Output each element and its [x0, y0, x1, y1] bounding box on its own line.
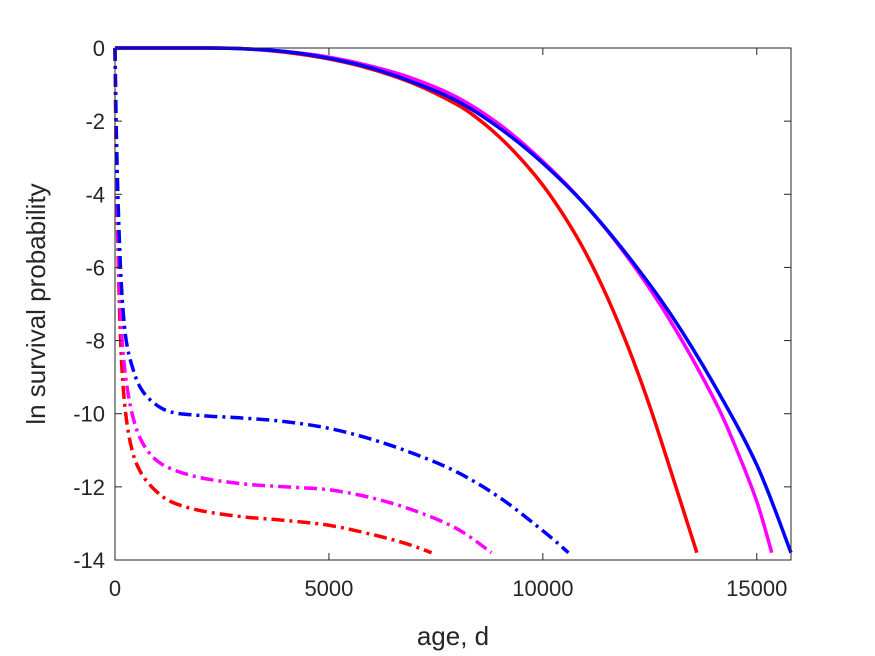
- y-tick-label: -10: [73, 402, 105, 427]
- solid-series-line-3: [114, 46, 793, 554]
- y-tick-label: -6: [85, 255, 105, 280]
- y-tick-label: -4: [85, 182, 105, 207]
- x-tick-label: 5000: [304, 576, 353, 601]
- y-tick-label: -8: [85, 329, 105, 354]
- y-tick-label: 0: [93, 36, 105, 61]
- y-tick-label: -12: [73, 475, 105, 500]
- y-tick-label: -14: [73, 548, 105, 573]
- x-tick-label: 10000: [512, 576, 573, 601]
- x-axis-label: age, d: [417, 621, 489, 651]
- ticks-layer: 0 5000 10000 15000 0 -2 -4 -6 -8 -10 -12 -14: [73, 36, 791, 601]
- axes-box: [114, 47, 792, 561]
- dashdot-series-line-6: [113, 47, 570, 555]
- y-tick-label: -2: [85, 109, 105, 134]
- y-axis-label: ln survival probability: [21, 183, 51, 424]
- plot-area: [115, 48, 791, 560]
- x-tick-label: 0: [109, 576, 121, 601]
- x-tick-label: 15000: [726, 576, 787, 601]
